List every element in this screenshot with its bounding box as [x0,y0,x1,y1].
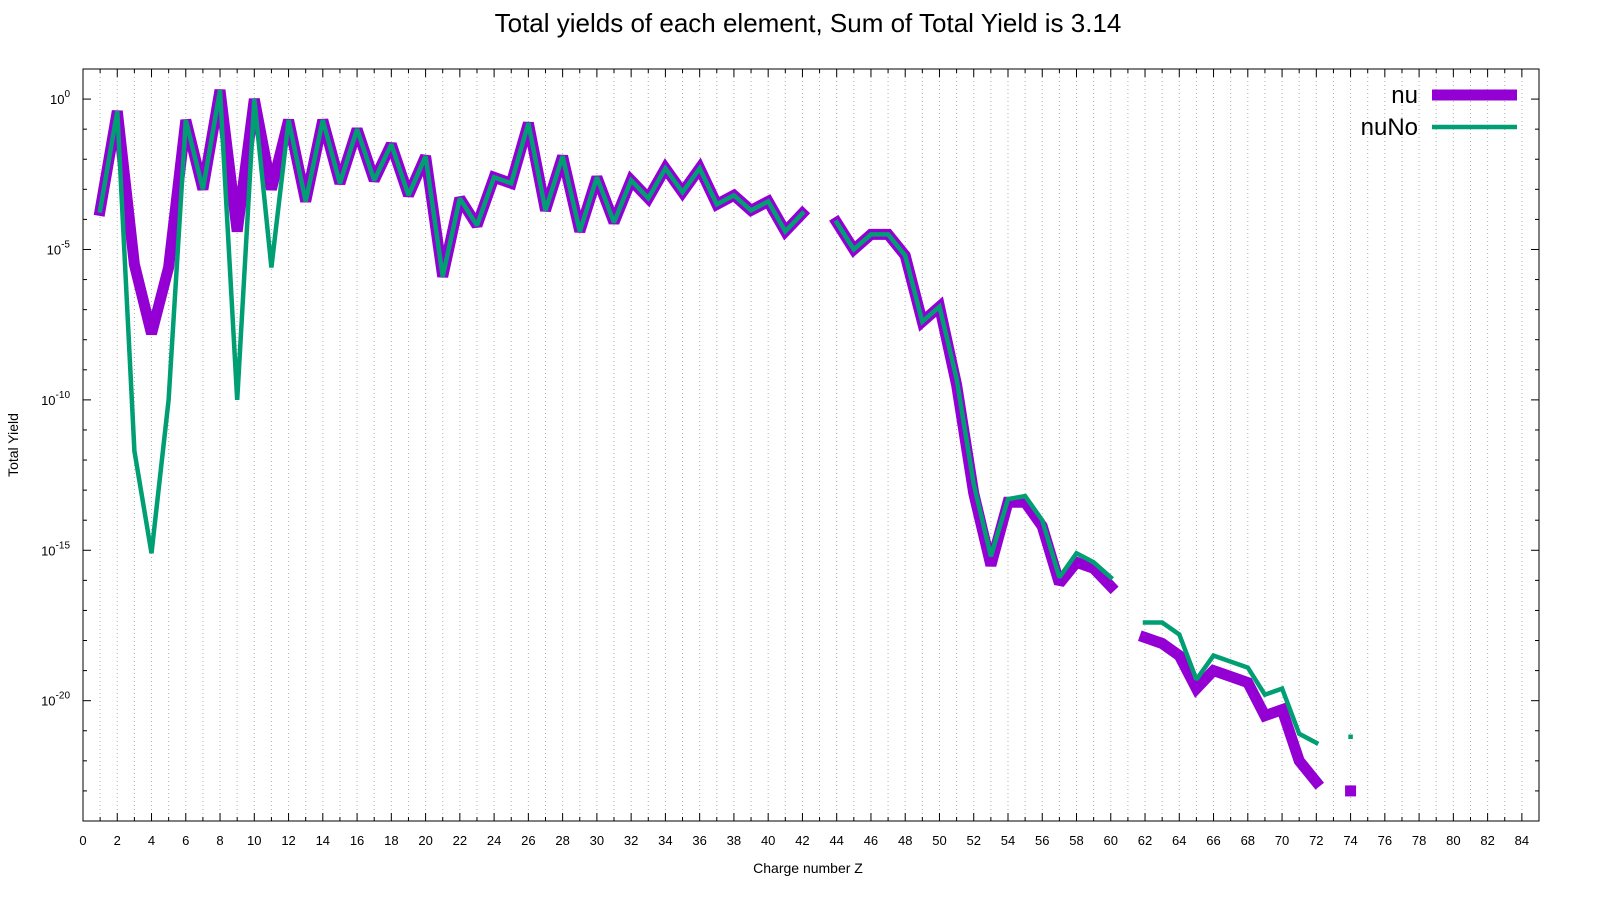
x-tick-label: 84 [1515,833,1529,848]
x-tick-label: 44 [829,833,843,848]
y-axis-label: Total Yield [5,413,21,477]
series-line-nuNo [833,219,1114,581]
x-tick-label: 74 [1343,833,1357,848]
series-line-nuNo [97,89,806,554]
y-tick-label: 10-20 [41,691,70,709]
series-line-nu [1137,630,1325,790]
x-tick-label: 72 [1309,833,1323,848]
legend-label-nu: nu [1391,82,1418,109]
y-tick-label: 10-5 [47,239,71,257]
x-tick-label: 36 [692,833,706,848]
x-tick-label: 16 [350,833,364,848]
x-tick-label: 22 [453,833,467,848]
x-tick-label: 66 [1206,833,1220,848]
x-tick-label: 12 [281,833,295,848]
x-tick-label: 82 [1480,833,1494,848]
x-tick-label: 26 [521,833,535,848]
x-tick-label: 50 [932,833,946,848]
x-tick-label: 54 [1001,833,1015,848]
x-tick-label: 4 [148,833,155,848]
x-tick-label: 30 [590,833,604,848]
x-tick-label: 58 [1069,833,1083,848]
y-axis: 100 10-5 10-10 10-15 10-20 [41,68,1539,822]
x-tick-label: 10 [247,833,261,848]
x-tick-label: 6 [182,833,189,848]
y-tick-label: 10-15 [41,540,70,558]
x-tick-label: 20 [418,833,432,848]
series-nuNo [97,89,1353,746]
x-tick-label: 32 [624,833,638,848]
x-tick-label: 0 [79,833,86,848]
x-tick-label: 80 [1446,833,1460,848]
x-tick-label: 62 [1138,833,1152,848]
legend: nu nuNo [1361,82,1517,141]
chart-title: Total yields of each element, Sum of Tot… [495,8,1122,38]
x-tick-label: 46 [864,833,878,848]
x-tick-label: 70 [1275,833,1289,848]
x-axis: 0 2 4 6 8 10 12 14 16 18 20 22 24 26 28 30 32 34 36 38 40 42 4… [79,69,1540,848]
series-line-nuNo [1142,620,1320,746]
x-tick-label: 68 [1241,833,1255,848]
series-line-nu [93,89,811,336]
x-tick-label: 2 [114,833,121,848]
x-tick-label: 28 [555,833,569,848]
x-tick-label: 8 [216,833,223,848]
x-tick-label: 60 [1104,833,1118,848]
x-tick-label: 64 [1172,833,1186,848]
x-tick-label: 34 [658,833,672,848]
series-point-nuNo [1348,734,1353,740]
x-tick-label: 24 [487,833,501,848]
y-tick-label: 100 [50,89,70,107]
y-tick-label: 10-10 [41,390,70,408]
x-tick-label: 18 [384,833,398,848]
x-tick-label: 48 [898,833,912,848]
x-tick-label: 76 [1378,833,1392,848]
x-tick-label: 42 [795,833,809,848]
x-tick-label: 14 [316,833,330,848]
x-tick-label: 56 [1035,833,1049,848]
x-tick-label: 40 [761,833,775,848]
legend-label-nuNo: nuNo [1361,114,1418,141]
series-point-nu [1345,785,1357,797]
plot-frame [82,68,1540,822]
x-tick-label: 52 [966,833,980,848]
grid [99,69,1523,821]
series-layer [93,89,1357,797]
x-tick-label: 38 [727,833,741,848]
x-tick-label: 78 [1412,833,1426,848]
x-axis-label: Charge number Z [753,860,863,876]
